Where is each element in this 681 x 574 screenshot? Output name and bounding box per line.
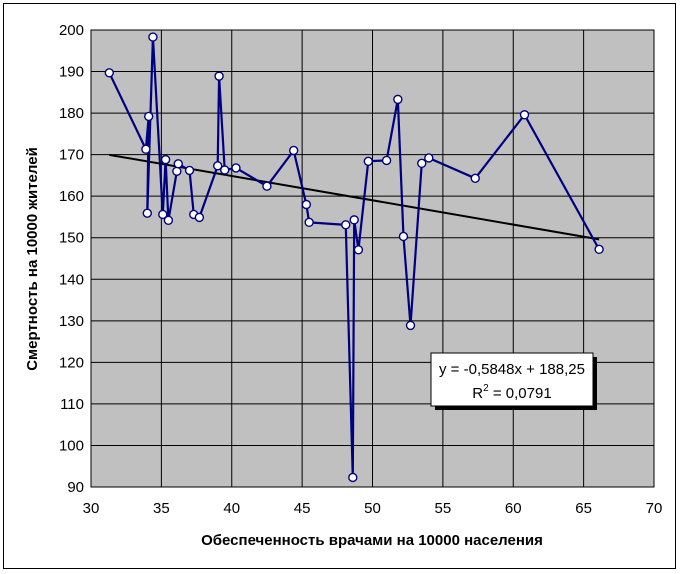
data-point [288, 145, 299, 156]
x-tick-label: 45 [294, 500, 311, 517]
data-point [405, 320, 416, 331]
data-point [424, 153, 434, 163]
data-point [163, 215, 174, 225]
data-point [158, 209, 168, 220]
data-point [393, 94, 403, 105]
y-tick-label: 190 [59, 64, 84, 81]
data-point [173, 159, 183, 169]
y-tick-label: 180 [59, 105, 84, 122]
data-point [141, 144, 151, 154]
data-point [212, 161, 223, 171]
data-point [194, 212, 205, 223]
data-points [104, 32, 604, 483]
data-point [470, 173, 480, 184]
data-point [353, 245, 364, 255]
x-tick-label: 55 [435, 500, 452, 517]
data-point [262, 181, 272, 191]
data-point [417, 158, 427, 169]
y-tick-label: 170 [59, 147, 84, 164]
data-point [148, 32, 158, 42]
x-tick-label: 70 [646, 500, 663, 517]
data-point [348, 472, 358, 483]
data-point [160, 154, 171, 165]
y-tick-label: 90 [67, 479, 84, 496]
x-tick-label: 35 [153, 500, 170, 517]
y-tick-label: 110 [60, 396, 84, 413]
x-axis-title: Обеспеченность врачами на 10000 населени… [201, 532, 543, 549]
data-point [304, 217, 314, 228]
data-point [594, 244, 604, 255]
gridlines [90, 29, 655, 488]
x-tick-label: 60 [505, 500, 522, 517]
y-tick-label: 130 [59, 313, 84, 330]
data-point [214, 71, 224, 81]
data-point [363, 156, 373, 166]
y-tick-label: 120 [59, 354, 84, 371]
x-tick-label: 30 [83, 500, 100, 517]
data-point [172, 166, 182, 176]
data-point [381, 155, 392, 166]
data-point [519, 110, 530, 120]
data-point [144, 111, 154, 122]
x-tick-label: 50 [364, 500, 381, 517]
data-point [104, 68, 114, 78]
y-tick-label: 140 [59, 271, 84, 288]
trendline-equation: y = -0,5848x + 188,25 [439, 361, 585, 378]
y-tick-label: 150 [59, 230, 84, 247]
y-tick-label: 100 [59, 437, 84, 454]
trendline-r-squared: R2 = 0,0791 [472, 383, 551, 402]
data-point [220, 165, 230, 175]
data-point [349, 215, 359, 225]
data-point [142, 208, 153, 218]
y-tick-labels: 90 100 110 120 130 140 150 160 170 180 190 200 [59, 22, 84, 496]
y-tick-label: 160 [59, 188, 84, 205]
data-point [231, 163, 241, 173]
data-point [341, 220, 351, 230]
data-point [184, 165, 195, 176]
x-tick-labels: 30 35 40 45 50 55 60 65 70 [83, 500, 663, 517]
x-tick-label: 40 [223, 500, 240, 517]
data-point [398, 231, 409, 242]
x-tick-label: 65 [575, 500, 592, 517]
y-tick-label: 200 [59, 22, 84, 39]
data-point [301, 199, 312, 210]
equation-box: y = -0,5848x + 188,25 R2 = 0,0791 [430, 352, 597, 410]
y-axis-title: Смертность на 10000 жителей [24, 147, 41, 371]
